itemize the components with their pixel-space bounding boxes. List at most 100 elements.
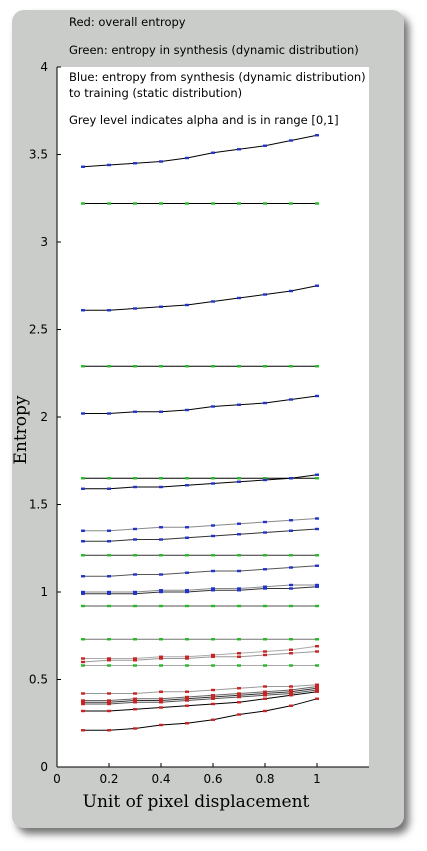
data-point-red: [81, 657, 85, 660]
data-point-green: [133, 638, 137, 641]
series-3: [81, 365, 319, 368]
data-point-blue: [289, 566, 293, 569]
data-point-red: [159, 701, 163, 704]
data-point-green: [133, 477, 137, 480]
data-point-green: [237, 664, 241, 667]
data-point-blue: [315, 284, 319, 287]
data-point-green: [185, 638, 189, 641]
data-point-red: [81, 692, 85, 695]
data-point-blue: [133, 592, 137, 595]
data-point-red: [159, 699, 163, 702]
data-point-blue: [133, 573, 137, 576]
series-4: [81, 394, 319, 415]
series-9: [81, 554, 319, 557]
data-point-blue: [107, 309, 111, 312]
data-point-red: [237, 701, 241, 704]
data-point-red: [107, 692, 111, 695]
data-point-red: [81, 729, 85, 732]
data-point-green: [107, 664, 111, 667]
data-point-green: [237, 365, 241, 368]
data-point-green: [81, 365, 85, 368]
data-point-blue: [263, 293, 267, 296]
data-point-red: [81, 699, 85, 702]
data-point-red: [263, 685, 267, 688]
data-point-blue: [237, 533, 241, 536]
data-point-green: [159, 638, 163, 641]
data-point-green: [315, 477, 319, 480]
data-point-red: [185, 704, 189, 707]
data-point-red: [211, 653, 215, 657]
data-point-blue: [315, 517, 319, 520]
data-point-red: [185, 697, 189, 700]
legend-green-text: Green: entropy in synthesis (dynamic dis…: [69, 43, 359, 57]
data-point-green: [159, 604, 163, 608]
legend-annotations: Red: overall entropy Green: entropy in s…: [69, 15, 366, 127]
data-point-green: [133, 604, 137, 608]
data-point-blue: [185, 156, 189, 160]
data-point-blue: [185, 571, 189, 574]
data-point-blue: [107, 592, 111, 595]
data-point-red: [315, 688, 319, 692]
data-point-blue: [315, 134, 319, 137]
y-tick-label: 1: [40, 585, 48, 599]
data-point-red: [133, 697, 137, 700]
data-point-red: [81, 702, 85, 706]
data-point-blue: [263, 401, 267, 405]
y-tick-label: 2.5: [29, 323, 48, 337]
data-point-blue: [159, 590, 163, 594]
data-point-green: [211, 604, 215, 608]
data-point-green: [289, 365, 293, 368]
data-point-blue: [107, 487, 111, 490]
data-point-blue: [211, 300, 215, 303]
data-point-blue: [81, 592, 85, 595]
plot-area: [57, 67, 369, 767]
data-point-red: [107, 699, 111, 702]
data-point-red: [133, 659, 137, 662]
data-point-blue: [289, 529, 293, 532]
data-point-blue: [237, 148, 241, 151]
data-point-green: [289, 638, 293, 641]
data-point-blue: [237, 480, 241, 483]
data-point-red: [185, 695, 189, 699]
data-point-red: [159, 655, 163, 658]
data-point-red: [107, 702, 111, 706]
y-tick-label: 1.5: [29, 498, 48, 512]
series-1: [81, 202, 319, 205]
data-point-red: [81, 709, 85, 713]
data-point-blue: [185, 590, 189, 594]
data-point-green: [185, 202, 189, 205]
data-point-green: [237, 477, 241, 480]
data-point-green: [159, 202, 163, 205]
data-point-red: [159, 690, 163, 693]
data-point-red: [159, 723, 163, 727]
data-point-green: [263, 365, 267, 368]
series-5: [81, 477, 319, 480]
series-2: [81, 284, 319, 312]
data-point-red: [289, 692, 293, 695]
data-point-red: [237, 692, 241, 695]
data-point-red: [81, 660, 85, 664]
data-point-blue: [237, 296, 241, 300]
series-line: [83, 584, 317, 593]
y-tick-label: 0: [40, 760, 48, 774]
data-point-green: [159, 554, 163, 557]
data-point-blue: [107, 575, 111, 578]
x-tick-label: 0: [53, 772, 61, 786]
data-point-blue: [289, 477, 293, 480]
data-point-green: [237, 554, 241, 557]
data-point-red: [263, 692, 267, 695]
data-point-red: [289, 685, 293, 688]
data-point-red: [237, 652, 241, 655]
data-point-red: [263, 690, 267, 693]
data-point-red: [133, 657, 137, 660]
data-point-red: [315, 687, 319, 690]
data-point-red: [315, 650, 319, 653]
legend-grey-text: Grey level indicates alpha and is in ran…: [69, 113, 339, 127]
data-point-red: [237, 694, 241, 697]
y-tick-label: 0.5: [29, 673, 48, 687]
data-point-red: [107, 657, 111, 660]
data-point-blue: [211, 151, 215, 154]
x-tick-label: 0.6: [203, 772, 222, 786]
series-11: [81, 583, 319, 594]
series-line: [83, 528, 318, 542]
